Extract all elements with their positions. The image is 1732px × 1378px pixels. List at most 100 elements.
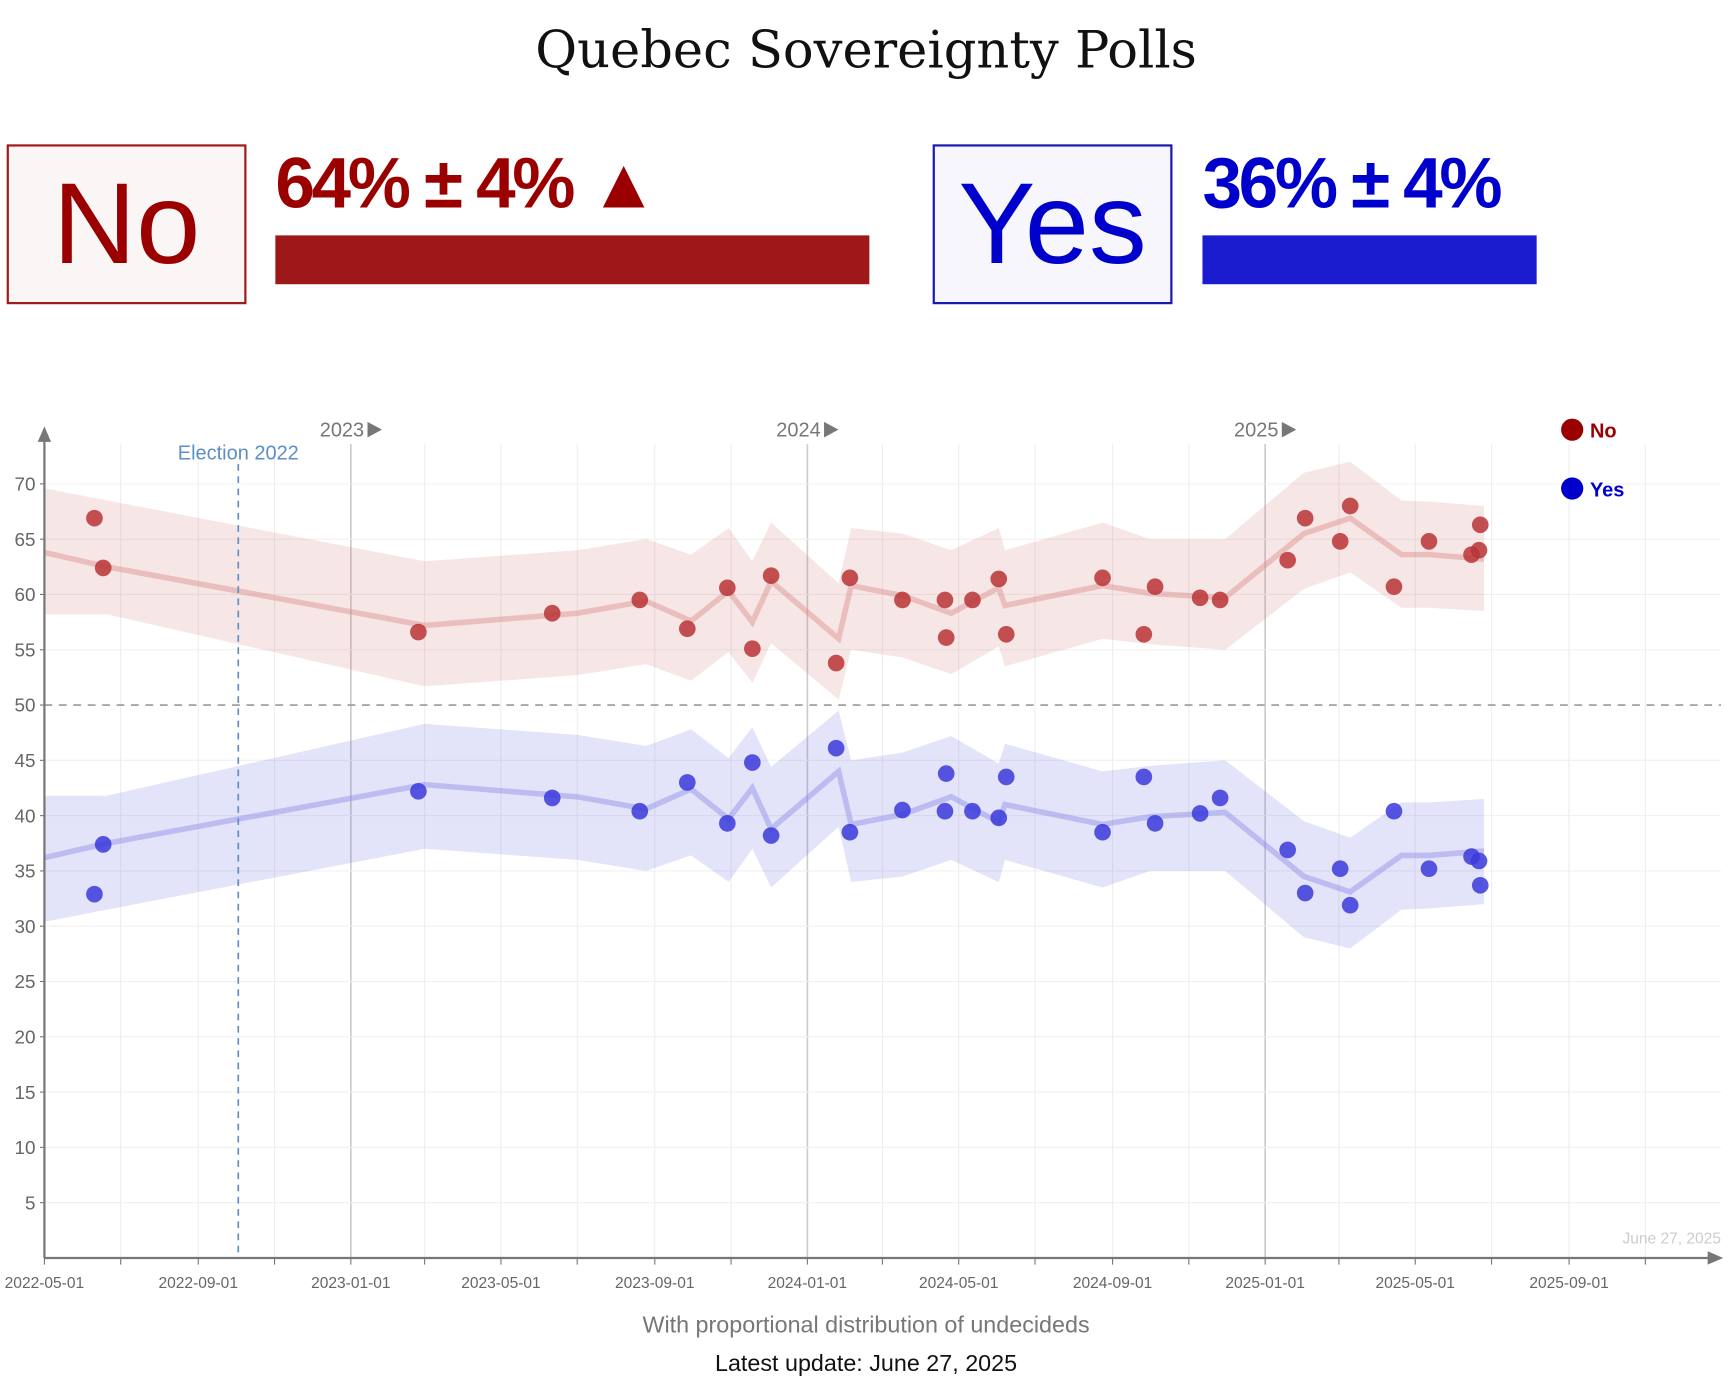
yes-poll-point: [990, 809, 1008, 827]
yes-poll-point: [86, 885, 103, 903]
x-axis-arrow-icon: [1707, 1251, 1724, 1265]
year-marker-label: 2025: [1234, 419, 1278, 441]
year-arrow-icon: [824, 421, 839, 438]
yes-poll-point: [94, 836, 112, 853]
yes-poll-point: [410, 782, 427, 800]
no-poll-point: [94, 559, 112, 577]
yes-poll-point: [827, 739, 845, 757]
no-poll-point: [1296, 509, 1314, 527]
no-poll-point: [1211, 591, 1229, 609]
yes-poll-point: [1470, 852, 1488, 870]
y-tick-label: 20: [15, 1026, 36, 1047]
no-poll-point: [744, 640, 761, 657]
yes-poll-point: [1094, 823, 1111, 841]
no-poll-point: [1341, 497, 1359, 515]
yes-poll-point: [543, 789, 561, 807]
no-poll-point: [964, 591, 981, 609]
no-poll-point: [936, 591, 954, 609]
yes-poll-point: [964, 802, 981, 820]
no-value-text: 64% ± 4%: [275, 143, 575, 224]
no-poll-point: [1331, 533, 1349, 550]
yes-poll-point: [936, 802, 954, 820]
yes-confidence-band: [44, 710, 1485, 949]
no-poll-point: [1094, 569, 1111, 587]
no-poll-point: [841, 569, 859, 587]
year-marker-label: 2024: [776, 419, 820, 441]
legend-yes-icon: [1561, 477, 1584, 500]
no-label-box: No: [6, 144, 247, 305]
no-poll-point: [762, 567, 780, 584]
no-progress-bar: [275, 235, 870, 285]
yes-poll-point: [1135, 768, 1153, 786]
no-poll-point: [894, 591, 911, 609]
no-poll-point: [1420, 533, 1438, 550]
yes-poll-point: [744, 754, 761, 771]
legend-no-label: No: [1590, 420, 1617, 442]
y-tick-label: 45: [15, 750, 36, 771]
no-poll-point: [631, 591, 649, 609]
y-tick-label: 25: [15, 971, 36, 992]
no-poll-point: [1279, 551, 1296, 569]
election-label: Election 2022: [178, 443, 299, 465]
no-poll-point: [990, 570, 1008, 588]
yes-poll-point: [1341, 896, 1359, 914]
yes-poll-point: [631, 802, 649, 820]
yes-poll-point: [1146, 815, 1164, 832]
no-poll-point: [1385, 578, 1403, 596]
x-tick-label: 2025-01-01: [1225, 1275, 1304, 1292]
yes-progress-bar: [1202, 235, 1537, 285]
chart-subtitle: With proportional distribution of undeci…: [642, 1312, 1090, 1338]
y-tick-label: 60: [15, 584, 36, 605]
yes-poll-point: [1471, 876, 1489, 894]
y-tick-label: 70: [15, 474, 36, 495]
no-percentage: 64% ± 4% ▲: [275, 142, 659, 224]
year-arrow-icon: [1281, 421, 1297, 438]
yes-poll-point: [937, 765, 955, 782]
page-title: Quebec Sovereignty Polls: [535, 19, 1197, 80]
no-poll-point: [543, 604, 561, 622]
yes-poll-point: [718, 815, 736, 832]
yes-poll-point: [1211, 789, 1229, 807]
x-tick-label: 2024-05-01: [919, 1275, 998, 1292]
yes-poll-point: [1296, 884, 1314, 902]
yes-poll-point: [678, 774, 696, 791]
y-axis-arrow-icon: [37, 426, 52, 442]
legend-no-icon: [1561, 418, 1584, 441]
yes-poll-point: [1385, 802, 1403, 820]
y-tick-label: 5: [25, 1192, 36, 1213]
year-arrow-icon: [367, 421, 382, 438]
year-marker-label: 2023: [320, 419, 364, 441]
y-tick-label: 15: [15, 1082, 36, 1103]
x-tick-label: 2023-05-01: [461, 1275, 540, 1292]
end-date-label: June 27, 2025: [1623, 1231, 1721, 1248]
y-tick-label: 10: [15, 1137, 36, 1158]
yes-percentage: 36% ± 4%: [1202, 143, 1502, 224]
no-poll-point: [827, 654, 845, 672]
x-tick-label: 2025-09-01: [1529, 1275, 1608, 1292]
y-tick-label: 65: [15, 529, 36, 550]
no-poll-point: [678, 620, 696, 638]
y-tick-label: 55: [15, 639, 36, 660]
no-poll-point: [1471, 516, 1489, 534]
yes-poll-point: [894, 801, 911, 819]
yes-label-box: Yes: [932, 144, 1173, 305]
x-tick-label: 2024-01-01: [768, 1275, 847, 1292]
yes-label: Yes: [958, 159, 1147, 289]
no-poll-point: [1146, 578, 1164, 596]
yes-poll-point: [841, 823, 859, 841]
x-tick-label: 2022-09-01: [159, 1275, 238, 1292]
y-tick-label: 35: [15, 861, 36, 882]
no-poll-point: [937, 629, 955, 646]
no-poll-point: [997, 625, 1015, 643]
no-poll-point: [1191, 589, 1209, 607]
no-poll-point: [1135, 625, 1153, 643]
x-tick-label: 2025-05-01: [1376, 1275, 1455, 1292]
no-poll-point: [1470, 541, 1488, 559]
x-tick-label: 2022-05-01: [5, 1275, 84, 1292]
yes-poll-point: [762, 827, 780, 844]
x-tick-label: 2023-01-01: [311, 1275, 390, 1292]
yes-poll-point: [1331, 860, 1349, 878]
latest-update: Latest update: June 27, 2025: [714, 1351, 1018, 1377]
trend-up-icon: ▲: [588, 143, 659, 224]
